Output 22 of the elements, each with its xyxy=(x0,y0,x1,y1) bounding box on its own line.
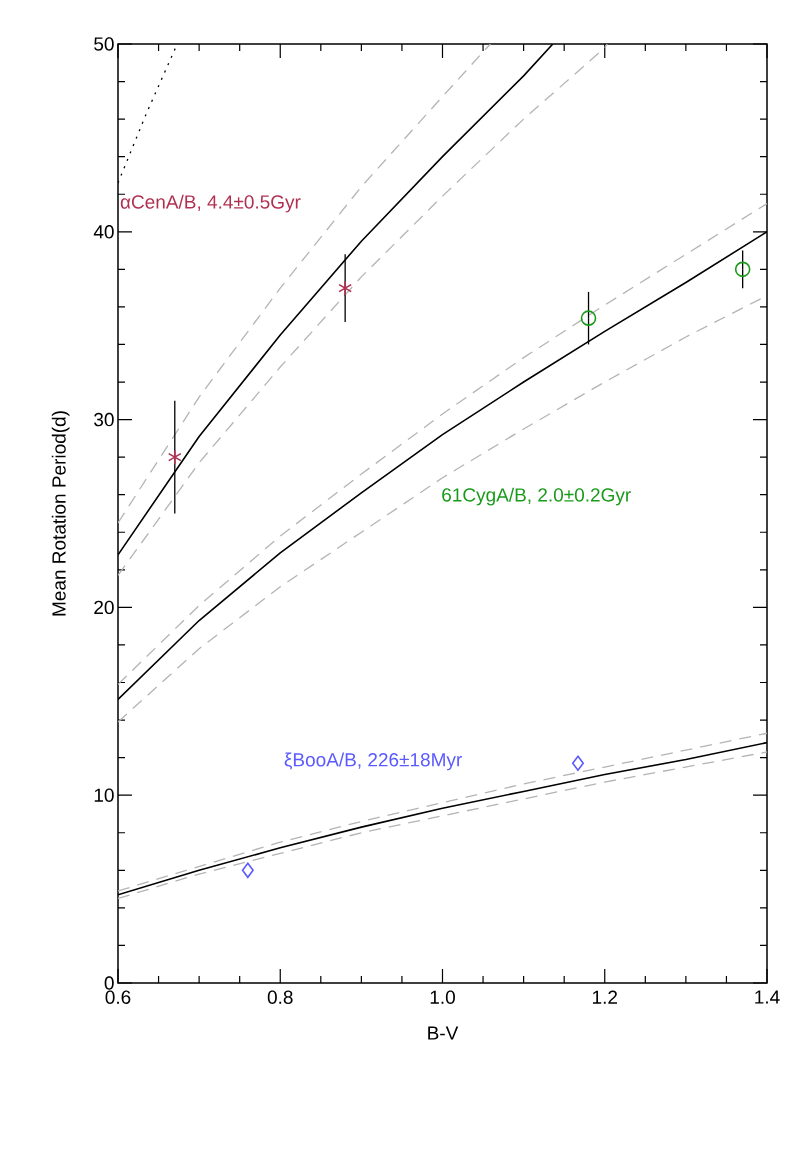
text: 61CygA/B, 2.0±0.2Gyr xyxy=(442,487,631,506)
y-tick-label: 10 xyxy=(94,788,114,802)
point xyxy=(338,280,353,296)
point xyxy=(167,449,182,465)
point xyxy=(241,862,254,879)
x-tick-label: 1.0 xyxy=(430,990,455,1004)
y-tick-label: 0 xyxy=(104,976,114,990)
y-tick-label: 40 xyxy=(93,225,114,239)
text: αCenA/B, 4.4±0.5Gyr xyxy=(120,194,301,213)
text: ξBooA/B, 226±18Myr xyxy=(284,752,462,771)
y-tick-label: 30 xyxy=(94,412,114,427)
point xyxy=(571,755,585,772)
y-tick-label: 20 xyxy=(94,600,114,615)
x-axis-title: B-V xyxy=(428,1026,459,1040)
point xyxy=(580,310,597,326)
y-tick-label: 50 xyxy=(94,37,114,51)
x-tick-label: 0.8 xyxy=(267,990,293,1004)
x-tick-label: 1.2 xyxy=(592,990,617,1004)
y-axis-title: Mean Rotation Period(d) xyxy=(51,411,70,616)
x-tick-label: 1.4 xyxy=(755,990,780,1004)
x-tick-label: 0.6 xyxy=(105,990,131,1004)
point xyxy=(734,261,751,278)
